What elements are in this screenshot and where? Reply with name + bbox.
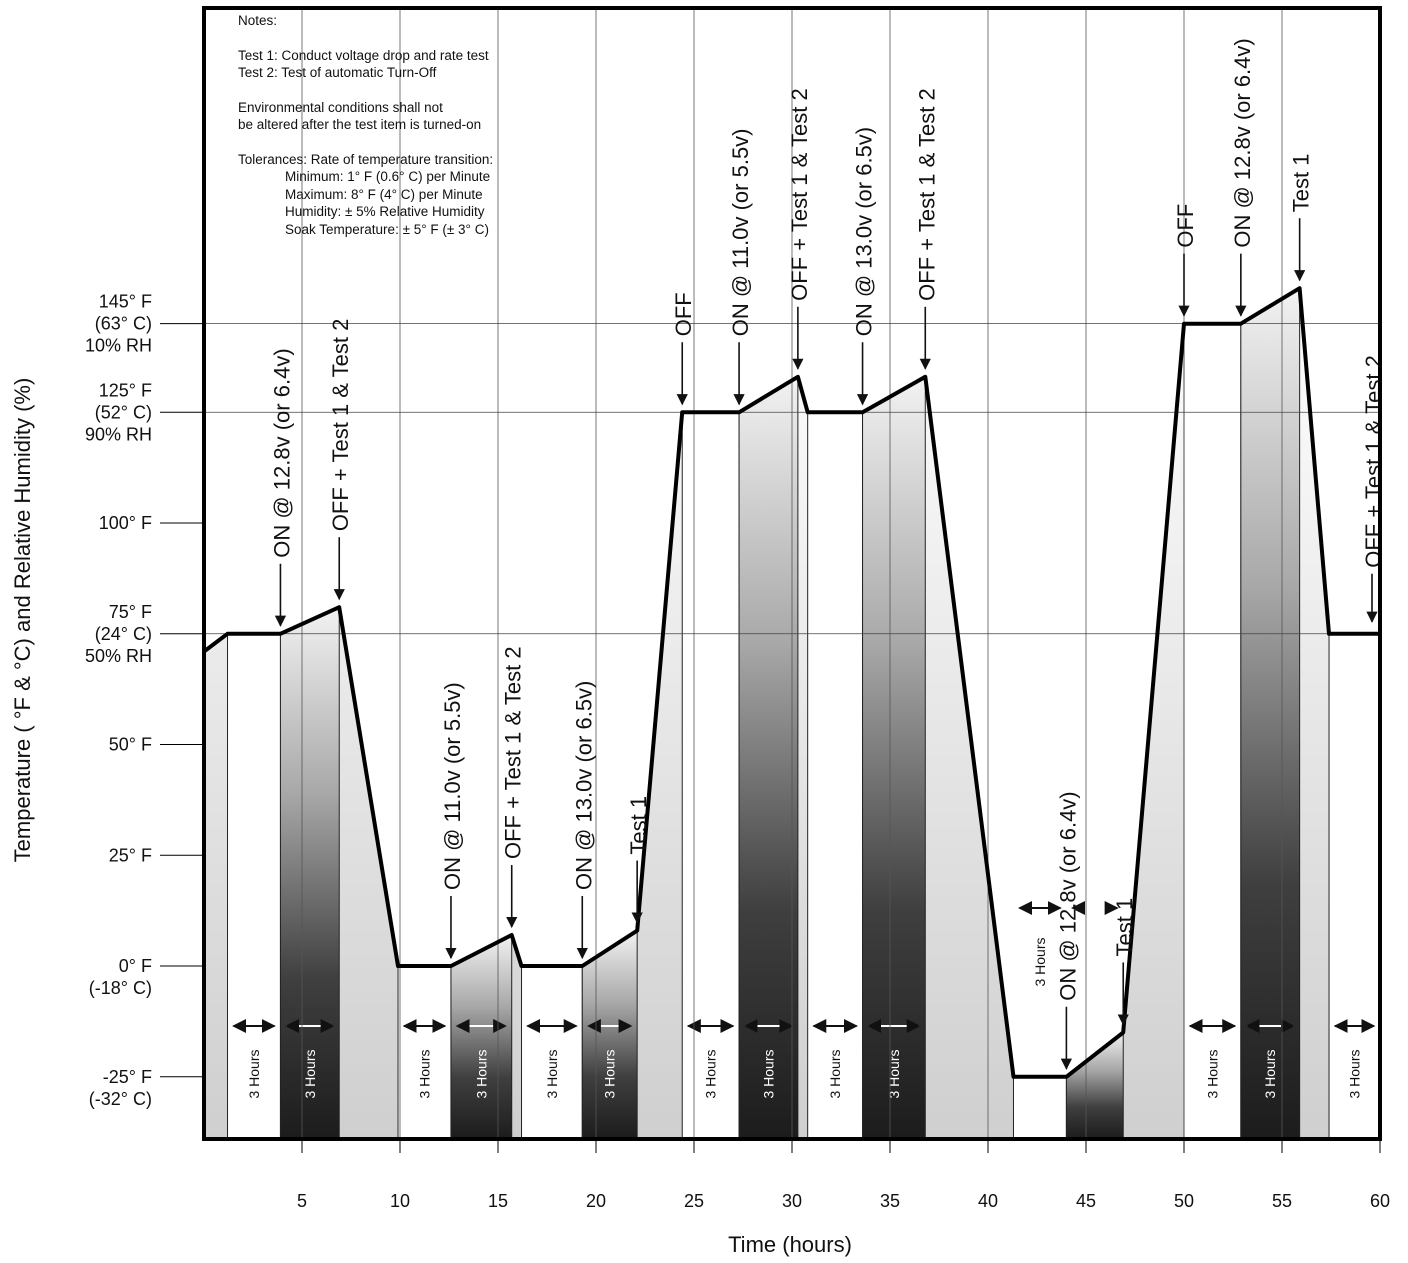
x-tick-label: 10 bbox=[390, 1191, 410, 1211]
x-tick-label: 45 bbox=[1076, 1191, 1096, 1211]
notes-tolerance-soak: Soak Temperature: ± 5° F (± 3° C) bbox=[285, 221, 489, 237]
duration-label: 3 Hours bbox=[544, 1049, 560, 1098]
event-label-13: Test 1 bbox=[1112, 898, 1137, 957]
x-tick-label: 35 bbox=[880, 1191, 900, 1211]
notes-test2: Test 2: Test of automatic Turn-Off bbox=[238, 65, 437, 80]
x-tick-label: 20 bbox=[586, 1191, 606, 1211]
duration-label: 3 Hours bbox=[302, 1049, 318, 1098]
notes-test1: Test 1: Conduct voltage drop and rate te… bbox=[238, 47, 489, 63]
phase-block-10 bbox=[862, 376, 926, 1139]
phase-block-9 bbox=[807, 412, 863, 1139]
event-label-8: ON @ 11.0v (or 5.5v) bbox=[728, 128, 753, 336]
temperature-profile-line bbox=[202, 286, 1380, 1079]
duration-label: 3 Hours bbox=[602, 1049, 618, 1098]
notes-tolerance-max: Maximum: 8° F (4° C) per Minute bbox=[285, 186, 483, 202]
phase-block-14 bbox=[1240, 288, 1300, 1139]
phase-block-1 bbox=[227, 633, 281, 1139]
phase-block-4 bbox=[451, 935, 512, 1139]
x-tick-label: 25 bbox=[684, 1191, 704, 1211]
event-label-2: OFF + Test 1 & Test 2 bbox=[328, 319, 353, 532]
event-label-9: OFF + Test 1 & Test 2 bbox=[787, 88, 812, 301]
notes-tolerance-humidity: Humidity: ± 5% Relative Humidity bbox=[285, 204, 485, 219]
x-tick-label: 5 bbox=[297, 1191, 307, 1211]
x-tick-label: 55 bbox=[1272, 1191, 1292, 1211]
phase-block-7 bbox=[682, 412, 740, 1139]
y-tick-label: (-18° C) bbox=[89, 978, 152, 998]
event-label-5: ON @ 13.0v (or 6.5v) bbox=[571, 681, 596, 890]
duration-label: 3 Hours bbox=[760, 1049, 776, 1098]
notes-title: Notes: bbox=[238, 13, 278, 28]
event-label-7: OFF bbox=[671, 292, 696, 336]
phase-block-5 bbox=[521, 966, 583, 1139]
notes-env-line2: be altered after the test item is turned… bbox=[238, 117, 482, 132]
event-label-12: ON @ 12.8v (or 6.4v) bbox=[1055, 791, 1080, 1000]
phase-block-13 bbox=[1184, 323, 1241, 1139]
event-label-14: OFF bbox=[1173, 204, 1198, 248]
notes-box: Notes: Test 1: Conduct voltage drop and … bbox=[238, 12, 568, 238]
x-tick-label: 40 bbox=[978, 1191, 998, 1211]
phase-block-8 bbox=[739, 376, 798, 1139]
event-label-1: ON @ 12.8v (or 6.4v) bbox=[269, 348, 294, 557]
y-tick-label: -25° F bbox=[103, 1067, 152, 1087]
duration-label: 3 Hours bbox=[417, 1049, 433, 1098]
notes-env-line1: Environmental conditions shall not bbox=[238, 99, 443, 115]
y-tick-label: (52° C) bbox=[95, 402, 152, 422]
duration-label: 3 Hours bbox=[473, 1049, 489, 1098]
notes-tolerances-heading: Tolerances: Rate of temperature transiti… bbox=[238, 151, 494, 167]
event-label-15: ON @ 12.8v (or 6.4v) bbox=[1230, 38, 1255, 247]
duration-label: 3 Hours bbox=[1347, 1049, 1363, 1098]
event-label-11: OFF + Test 1 & Test 2 bbox=[914, 88, 939, 301]
event-label-17: OFF + Test 1 & Test 2 bbox=[1361, 355, 1386, 568]
duration-label: 3 Hours bbox=[827, 1049, 843, 1098]
y-tick-label: (24° C) bbox=[95, 624, 152, 644]
phase-block-11 bbox=[1013, 1076, 1067, 1139]
y-tick-label: 145° F bbox=[99, 292, 152, 312]
duration-label: 3 Hours bbox=[886, 1049, 902, 1098]
y-tick-label: 125° F bbox=[99, 380, 152, 400]
event-label-3: ON @ 11.0v (or 5.5v) bbox=[440, 682, 465, 890]
y-tick-label: 50° F bbox=[109, 735, 152, 755]
phase-block-2 bbox=[280, 607, 340, 1139]
y-tick-label: 90% RH bbox=[85, 424, 152, 444]
event-label-6: Test 1 bbox=[626, 796, 651, 855]
x-tick-label: 30 bbox=[782, 1191, 802, 1211]
phase-block-3 bbox=[398, 966, 451, 1139]
y-tick-label: 75° F bbox=[109, 602, 152, 622]
duration-label: 3 Hours bbox=[1204, 1049, 1220, 1098]
duration-label: 3 Hours bbox=[246, 1049, 262, 1098]
x-tick-label: 60 bbox=[1370, 1191, 1390, 1211]
y-tick-label: (-32° C) bbox=[89, 1089, 152, 1109]
y-tick-label: (63° C) bbox=[95, 314, 152, 334]
phase-block-15 bbox=[1329, 633, 1380, 1139]
y-axis-title: Temperature ( °F & °C) and Relative Humi… bbox=[10, 378, 35, 863]
event-label-10: ON @ 13.0v (or 6.5v) bbox=[852, 127, 877, 336]
event-label-16: Test 1 bbox=[1289, 154, 1314, 213]
y-tick-label: 100° F bbox=[99, 513, 152, 533]
duration-label: 3 Hours bbox=[1262, 1049, 1278, 1098]
y-tick-label: 0° F bbox=[119, 956, 152, 976]
notes-tolerance-min: Minimum: 1° F (0.6° C) per Minute bbox=[285, 169, 491, 184]
x-tick-label: 50 bbox=[1174, 1191, 1194, 1211]
x-axis-title: Time (hours) bbox=[728, 1232, 852, 1257]
duration-label: 3 Hours bbox=[1087, 937, 1103, 986]
y-tick-label: 25° F bbox=[109, 845, 152, 865]
duration-label: 3 Hours bbox=[1032, 937, 1048, 986]
x-tick-label: 15 bbox=[488, 1191, 508, 1211]
y-tick-label: 50% RH bbox=[85, 646, 152, 666]
y-tick-label: 10% RH bbox=[85, 336, 152, 356]
phase-block-12 bbox=[1066, 1032, 1124, 1139]
duration-label: 3 Hours bbox=[703, 1049, 719, 1098]
event-label-4: OFF + Test 1 & Test 2 bbox=[501, 646, 526, 859]
